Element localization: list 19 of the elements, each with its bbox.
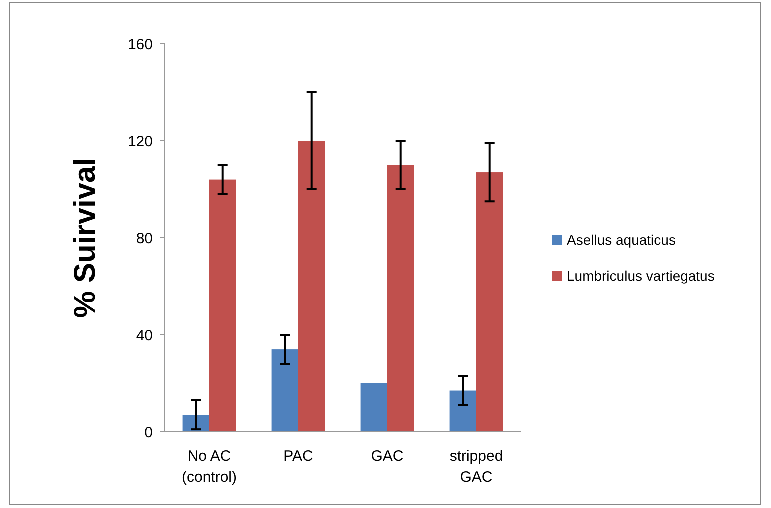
bar [450, 390, 476, 432]
y-tick-label: 160 [128, 36, 153, 54]
x-tick-label: No AC (control) [182, 448, 238, 486]
legend-label: Lumbriculus vartiegatus [567, 268, 715, 284]
bar [272, 350, 298, 432]
y-tick-label: 120 [128, 133, 153, 150]
y-tick-label: 40 [136, 327, 153, 344]
y-axis-title: % Suirvival [69, 158, 102, 318]
x-tick-label: PAC [284, 448, 314, 465]
bar [360, 384, 388, 432]
bar [388, 165, 414, 432]
bar [298, 141, 326, 432]
bar [476, 172, 504, 432]
x-tick-label: GAC [371, 448, 404, 465]
y-tick-label: 0 [144, 424, 153, 442]
bar [210, 180, 236, 432]
legend-label: Asellus aquaticus [567, 232, 676, 248]
x-tick-label: stripped GAC [450, 448, 504, 486]
y-tick-label: 80 [136, 230, 153, 248]
